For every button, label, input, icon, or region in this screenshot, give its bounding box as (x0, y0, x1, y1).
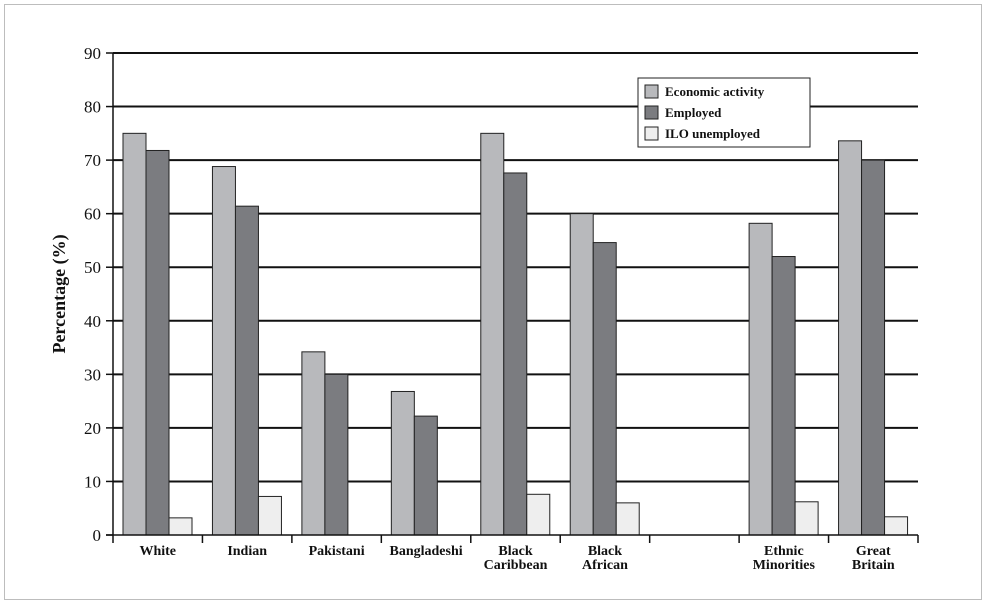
bar-economic-activity (211, 166, 236, 536)
bar-employed (771, 256, 796, 536)
x-category-label: Bangladeshi (389, 544, 462, 559)
y-axis-label: Percentage (%) (49, 234, 70, 353)
bar-employed (592, 242, 617, 536)
bars (122, 132, 909, 536)
x-category-label: Black (588, 544, 622, 559)
chart-frame: 0 10 20 30 40 50 60 70 80 90 White Indian Pakistani… (4, 4, 982, 600)
y-tick-label: 80 (84, 98, 101, 117)
y-tick-label: 30 (84, 365, 101, 384)
x-category-label: Minorities (753, 558, 816, 573)
y-tick-label: 60 (84, 205, 101, 224)
axes (106, 52, 919, 543)
bar-economic-activity (569, 213, 594, 536)
x-category-label: Britain (852, 558, 895, 573)
x-category-label: White (139, 544, 176, 559)
bar-ilo-unemployed (168, 517, 193, 536)
y-tick-label: 0 (93, 526, 102, 545)
y-tick-label: 40 (84, 312, 101, 331)
bar-employed (324, 373, 349, 536)
bar-employed (413, 415, 438, 536)
legend: Economic activity Employed ILO unemployed (637, 77, 811, 148)
bar-ilo-unemployed (615, 502, 640, 536)
bar-employed (145, 149, 170, 536)
y-tick-label: 10 (84, 472, 101, 491)
legend-swatch (644, 126, 659, 141)
bar-economic-activity (748, 222, 773, 536)
legend-box (637, 77, 811, 148)
y-tick-labels: 0 10 20 30 40 50 60 70 80 90 (84, 44, 101, 545)
bar-economic-activity (480, 132, 505, 536)
y-tick-label: 50 (84, 258, 101, 277)
x-category-label: Pakistani (309, 544, 365, 559)
bar-economic-activity (301, 351, 326, 536)
bar-ilo-unemployed (884, 516, 909, 536)
bar-chart: 0 10 20 30 40 50 60 70 80 90 White Indian Pakistani… (49, 44, 919, 573)
bar-economic-activity (838, 140, 863, 536)
bar-economic-activity (390, 390, 415, 536)
x-category-label: Caribbean (484, 558, 548, 573)
x-category-label: Great (856, 544, 891, 559)
x-category-labels: White Indian Pakistani Bangladeshi BlackCari… (139, 544, 894, 573)
x-category-label: Ethnic (764, 544, 804, 559)
y-tick-label: 20 (84, 419, 101, 438)
legend-entry: Economic activity (665, 84, 765, 99)
x-category-label: African (582, 558, 628, 573)
legend-swatch (644, 84, 659, 99)
bar-ilo-unemployed (526, 493, 551, 536)
x-category-label: Black (498, 544, 532, 559)
bar-employed (861, 159, 886, 536)
legend-entry: ILO unemployed (665, 126, 761, 141)
bar-employed (234, 205, 259, 536)
bar-ilo-unemployed (794, 501, 819, 536)
y-tick-label: 90 (84, 44, 101, 63)
bar-ilo-unemployed (257, 495, 282, 536)
legend-swatch (644, 105, 659, 120)
legend-entry: Employed (665, 105, 722, 120)
y-tick-label: 70 (84, 151, 101, 170)
x-category-label: Indian (227, 544, 267, 559)
bar-economic-activity (122, 132, 147, 536)
bar-employed (503, 172, 528, 536)
